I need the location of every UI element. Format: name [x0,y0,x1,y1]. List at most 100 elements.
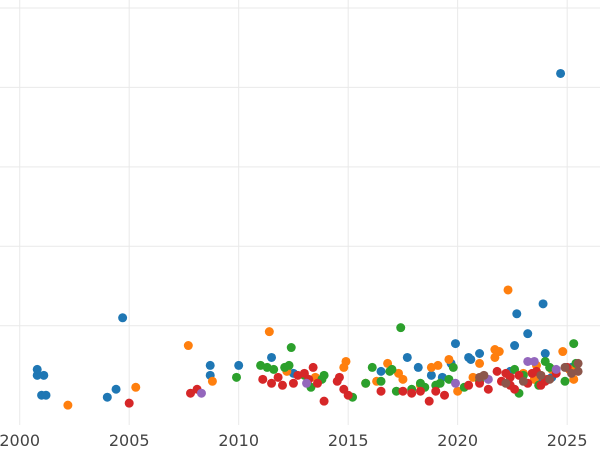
data-point-purple [551,364,561,374]
data-point-brown [501,378,511,388]
data-point-red [483,384,493,394]
data-point-blue [32,364,42,374]
data-point-red [319,396,329,406]
data-point-blue [205,360,215,370]
data-point-red [407,388,417,398]
data-point-green [284,360,294,370]
data-point-blue [426,370,436,380]
data-point-blue [102,392,112,402]
data-point-blue [475,349,485,359]
data-point-red [343,390,353,400]
data-point-blue [450,339,460,349]
data-point-green [569,339,579,349]
data-point-blue [510,341,520,351]
data-point-green [367,362,377,372]
data-point-brown [560,362,570,372]
data-point-green [396,323,406,333]
data-point-orange [183,341,193,351]
data-point-green [387,364,397,374]
data-point-blue [234,360,244,370]
data-points [32,68,583,410]
data-point-red [124,398,134,408]
data-point-blue [538,299,548,309]
data-point-red [313,378,323,388]
data-point-red [431,386,441,396]
data-point-green [231,372,241,382]
data-point-red [510,384,520,394]
data-point-orange [503,285,513,295]
data-point-orange [433,360,443,370]
data-point-orange [131,382,141,392]
data-point-red [376,386,386,396]
data-point-blue [556,68,566,78]
data-point-brown [518,376,528,386]
data-point-orange [558,347,568,357]
data-point-red [415,386,425,396]
data-point-orange [453,386,463,396]
data-point-green [286,343,296,353]
data-point-blue [376,366,386,376]
data-point-brown [479,370,489,380]
data-point-orange [468,372,478,382]
data-point-red [492,366,502,376]
data-point-red [273,372,283,382]
data-point-green [269,364,279,374]
data-point-brown [536,370,546,380]
x-tick-label: 2005 [109,431,150,450]
data-point-orange [63,400,73,410]
data-point-purple [302,378,312,388]
data-point-blue [523,329,533,339]
y-gridlines [0,7,600,327]
data-point-brown [545,374,555,384]
data-point-orange [398,374,408,384]
data-point-red [464,380,474,390]
data-point-red [267,378,277,388]
data-point-red [258,374,268,384]
data-point-green [376,376,386,386]
data-point-blue [39,370,49,380]
data-point-blue [267,352,277,362]
x-tick-label: 2000 [0,431,40,450]
data-point-blue [41,390,51,400]
data-point-green [435,378,445,388]
data-point-blue [512,309,522,319]
data-point-blue [413,362,423,372]
data-point-red [334,372,344,382]
data-point-blue [402,352,412,362]
data-point-red [277,380,287,390]
data-point-red [440,390,450,400]
data-point-blue [466,354,476,364]
x-tick-label: 2015 [328,431,369,450]
data-point-green [391,386,401,396]
x-tick-labels: 2000 2005 2010 2015 2020 2025 [0,431,588,450]
x-tick-label: 2025 [547,431,588,450]
data-point-red [424,396,434,406]
data-point-blue [540,349,550,359]
data-point-orange [341,356,351,366]
data-point-purple [196,388,206,398]
data-point-red [288,378,298,388]
data-point-green [319,370,329,380]
data-point-green [560,376,570,386]
data-point-blue [118,313,128,323]
data-point-orange [475,358,485,368]
data-point-red [308,362,318,372]
data-point-red [398,386,408,396]
x-tick-label: 2020 [437,431,478,450]
data-point-purple [450,378,460,388]
data-point-brown [573,366,583,376]
data-point-purple [529,356,539,366]
data-point-orange [494,347,504,357]
data-point-blue [111,384,121,394]
x-gridlines [19,0,568,425]
data-point-green [448,362,458,372]
data-point-purple [523,356,533,366]
x-tick-label: 2010 [218,431,259,450]
data-point-green [361,378,371,388]
data-point-brown [573,358,583,368]
data-point-red [186,388,196,398]
data-point-orange [207,376,217,386]
data-point-green [444,374,454,384]
